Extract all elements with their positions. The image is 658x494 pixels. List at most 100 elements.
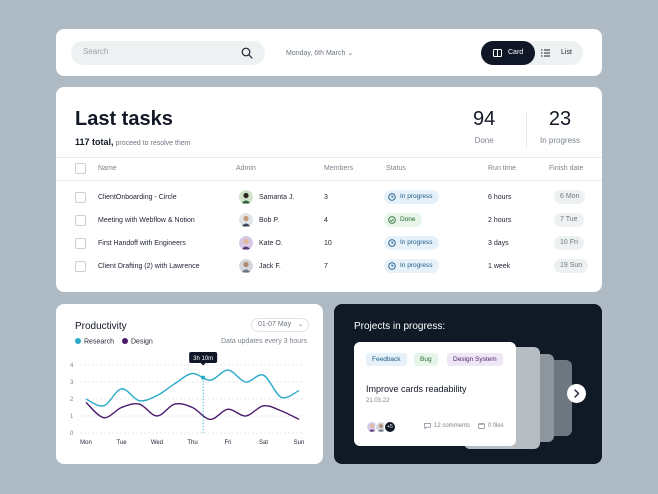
chevron-down-icon: ⌄ <box>347 50 354 57</box>
tooltip-box <box>189 352 218 363</box>
productivity-panel: Productivity 01-07 May ⌄ Research Design … <box>56 304 323 464</box>
y-tick-label: 0 <box>70 431 74 437</box>
column-members[interactable]: Members <box>324 165 354 172</box>
column-finish-date[interactable]: Finish date <box>549 165 584 172</box>
tag-feedback: Feedback <box>366 353 407 366</box>
status-badge: In progress <box>384 190 439 204</box>
column-status[interactable]: Status <box>386 165 406 172</box>
x-tick-label: Tue <box>116 440 127 446</box>
search-icon[interactable] <box>241 47 253 59</box>
finish-date: 19 Sun <box>554 259 589 273</box>
legend-label: Design <box>131 338 153 346</box>
tasks-subtitle: 117 total, proceed to resolve them <box>75 137 191 147</box>
row-checkbox[interactable] <box>75 192 86 203</box>
column-name[interactable]: Name <box>98 165 117 172</box>
admin-name: Bob P. <box>259 217 280 224</box>
legend-design: Design <box>122 338 153 346</box>
table-row[interactable]: ClientOnboarding - Circle Samanta J. 3 I… <box>56 187 602 210</box>
list-view-button[interactable]: List <box>541 41 583 65</box>
column-admin[interactable]: Admin <box>236 165 256 172</box>
top-bar: Search Monday, 6th March ⌄ Card List <box>56 29 602 76</box>
files-count[interactable]: 0 files <box>488 423 504 429</box>
x-tick-label: Sat <box>259 440 268 446</box>
x-tick-label: Thu <box>187 440 197 446</box>
select-all-checkbox[interactable] <box>75 163 86 174</box>
projects-panel: Projects in progress: Feedback Bug Desig… <box>334 304 602 464</box>
x-tick-label: Mon <box>80 440 92 446</box>
date-selector[interactable]: Monday, 6th March ⌄ <box>284 48 353 57</box>
check-circle-icon <box>388 216 396 224</box>
y-tick-label: 2 <box>70 397 74 403</box>
status-badge: In progress <box>384 236 439 250</box>
card-view-button[interactable]: Card <box>481 41 535 65</box>
status-label: Done <box>400 216 416 223</box>
date-label: Monday, 6th March <box>286 50 346 57</box>
date-range-label: 01-07 May <box>258 321 292 328</box>
project-card[interactable]: Feedback Bug Design System Improve cards… <box>354 342 516 446</box>
table-row[interactable]: Meeting with Webflow & Notion Bob P. 4 D… <box>56 210 602 233</box>
run-time: 3 days <box>488 240 509 247</box>
project-card-date: 21.03.22 <box>366 398 390 404</box>
highlight-point <box>201 375 206 380</box>
project-card-title: Improve cards readability <box>366 384 467 394</box>
clock-icon <box>388 239 396 247</box>
table-row[interactable]: First Handoff with Engineers Kate O. 10 … <box>56 233 602 256</box>
legend-label: Research <box>84 338 114 346</box>
stat-in-progress-value: 23 <box>548 108 572 130</box>
chevron-down-icon: ⌄ <box>298 322 304 328</box>
series-line-design <box>85 401 300 421</box>
row-checkbox[interactable] <box>75 238 86 249</box>
productivity-chart: 0 1 2 3 4 Mon Tue Wed Thu Fri Sat Sun 3h 10m <box>70 352 305 446</box>
task-name: Meeting with Webflow & Notion <box>98 217 195 224</box>
productivity-title: Productivity <box>75 321 127 332</box>
admin-name: Jack F. <box>259 263 281 270</box>
tooltip-label: 3h 10m <box>193 356 213 362</box>
page-title: Last tasks <box>75 108 173 130</box>
comment-icon <box>424 423 431 429</box>
stat-done: 94 Done <box>473 108 495 145</box>
admin-name: Samanta J. <box>259 194 295 201</box>
next-project-button[interactable] <box>567 384 586 403</box>
y-tick-label: 4 <box>70 363 74 369</box>
stat-done-value: 94 <box>473 108 496 130</box>
legend-dot <box>122 338 128 344</box>
chevron-right-icon <box>574 389 580 398</box>
tag-bug: Bug <box>414 353 438 366</box>
members-count: 10 <box>324 240 332 247</box>
row-checkbox[interactable] <box>75 261 86 272</box>
tasks-total: 117 total, <box>75 137 114 147</box>
stat-in-progress-label: In progress <box>540 136 581 145</box>
extra-members-badge[interactable]: +5 <box>384 421 396 433</box>
status-label: In progress <box>400 193 433 200</box>
stat-in-progress: 23 In progress <box>540 108 580 145</box>
x-tick-label: Fri <box>225 440 232 446</box>
stat-divider <box>526 112 527 148</box>
task-name: ClientOnboarding - Circle <box>98 194 177 201</box>
series-line-research <box>85 369 300 407</box>
avatar <box>239 259 253 273</box>
status-badge: Done <box>384 213 422 227</box>
members-count: 7 <box>324 263 328 270</box>
search-input[interactable]: Search <box>71 41 265 65</box>
tasks-subtitle-text: proceed to resolve them <box>115 140 191 147</box>
date-range-select[interactable]: 01-07 May ⌄ <box>251 318 310 332</box>
members-count: 3 <box>324 194 328 201</box>
avatar <box>239 190 253 204</box>
members-count: 4 <box>324 217 328 224</box>
list-icon <box>541 49 550 57</box>
view-toggle: Card List <box>481 41 583 65</box>
x-tick-label: Wed <box>151 440 163 446</box>
row-checkbox[interactable] <box>75 215 86 226</box>
comments-count[interactable]: 12 comments <box>434 423 471 429</box>
finish-date: 10 Fri <box>554 236 584 250</box>
file-icon <box>478 423 485 429</box>
list-view-label: List <box>561 49 572 56</box>
legend-dot <box>75 338 81 344</box>
column-run-time[interactable]: Run time <box>488 165 517 172</box>
clock-icon <box>388 193 396 201</box>
legend-research: Research <box>75 338 114 346</box>
status-label: In progress <box>400 239 433 246</box>
finish-date: 7 Tue <box>554 213 584 227</box>
status-badge: In progress <box>384 259 439 273</box>
table-row[interactable]: Client Drafting (2) with Lawrence Jack F… <box>56 256 602 279</box>
